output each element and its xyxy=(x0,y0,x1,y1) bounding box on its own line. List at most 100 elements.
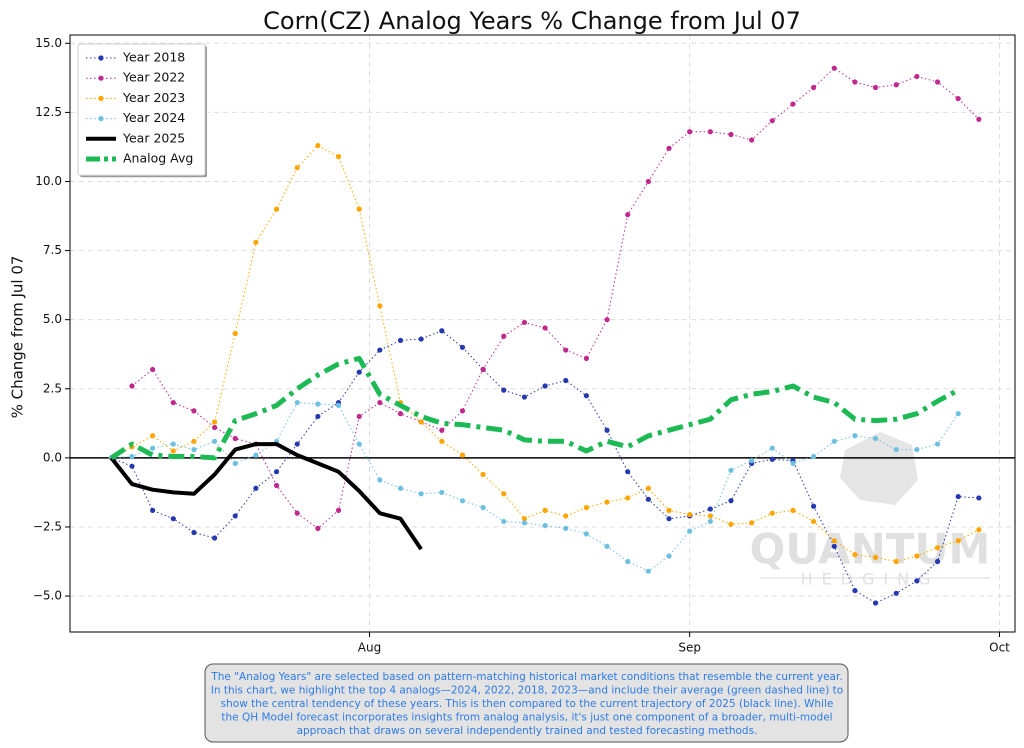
data-point xyxy=(583,531,589,537)
data-point xyxy=(934,441,941,447)
data-point xyxy=(563,525,569,531)
data-point xyxy=(294,510,300,516)
data-point xyxy=(811,453,817,460)
data-point xyxy=(521,516,528,522)
data-point xyxy=(893,446,899,453)
legend-marker xyxy=(98,95,104,101)
legend-label: Year 2025 xyxy=(122,130,185,145)
data-point xyxy=(356,206,362,212)
plot-frame xyxy=(69,34,1016,633)
data-point xyxy=(934,545,941,551)
y-tick-label: 15.0 xyxy=(35,36,62,50)
data-point xyxy=(150,433,156,439)
annotation-text: show the central tendency of these years… xyxy=(221,698,834,710)
data-point xyxy=(728,467,734,473)
data-point xyxy=(625,212,631,218)
data-point xyxy=(790,507,796,513)
data-point xyxy=(273,469,280,475)
data-point xyxy=(852,79,858,85)
data-point xyxy=(459,408,466,414)
legend-marker xyxy=(98,55,104,61)
data-point xyxy=(666,507,672,513)
data-point xyxy=(232,330,238,337)
data-point xyxy=(294,399,300,406)
data-point xyxy=(315,401,321,407)
data-point xyxy=(480,366,486,373)
data-point xyxy=(418,419,424,425)
data-point xyxy=(687,129,693,135)
data-point xyxy=(769,456,775,462)
data-point xyxy=(955,538,961,544)
x-tick-label: Oct xyxy=(989,641,1010,655)
data-point xyxy=(976,116,982,122)
data-point xyxy=(170,399,176,406)
data-point xyxy=(191,446,197,453)
data-point xyxy=(687,511,693,518)
data-point xyxy=(666,516,672,522)
data-point xyxy=(563,513,569,519)
data-point xyxy=(914,578,920,584)
data-point xyxy=(211,535,218,541)
watermark: QUANTUM HEDGING xyxy=(750,432,991,589)
data-point xyxy=(315,525,321,531)
data-point xyxy=(439,438,445,444)
annotation-text: approach that draws on several independe… xyxy=(297,725,758,737)
data-point xyxy=(191,438,197,444)
data-point xyxy=(852,587,858,594)
data-point xyxy=(253,239,259,245)
series-line xyxy=(109,355,960,461)
data-point xyxy=(790,460,796,467)
data-point xyxy=(893,558,899,565)
data-point xyxy=(170,448,176,454)
data-point xyxy=(831,538,837,544)
data-point xyxy=(439,328,445,334)
data-point xyxy=(397,485,404,491)
data-point xyxy=(811,84,817,91)
watermark-text: QUANTUM xyxy=(750,525,991,574)
data-point xyxy=(501,333,507,339)
data-point xyxy=(294,441,300,447)
data-point xyxy=(749,520,755,526)
chart-title: Corn(CZ) Analog Years % Change from Jul … xyxy=(263,7,801,35)
data-point xyxy=(542,325,548,331)
data-point xyxy=(377,399,383,406)
legend-label: Year 2018 xyxy=(122,50,185,65)
data-point xyxy=(790,101,796,107)
data-point xyxy=(315,413,321,420)
data-point xyxy=(191,529,197,536)
y-tick-label: 12.5 xyxy=(35,105,62,119)
data-point xyxy=(418,336,424,342)
data-point xyxy=(831,543,837,549)
data-point xyxy=(583,355,589,361)
data-point xyxy=(604,499,610,505)
data-point xyxy=(232,513,238,519)
data-point xyxy=(521,394,528,400)
x-tick-label: Aug xyxy=(358,641,381,655)
data-point xyxy=(129,383,135,389)
annotation-text: The "Analog Years" are selected based on… xyxy=(210,671,842,683)
data-point xyxy=(232,460,238,467)
data-point xyxy=(439,489,445,496)
data-point xyxy=(604,543,610,549)
data-point xyxy=(645,496,651,502)
data-point xyxy=(707,129,713,135)
data-point xyxy=(418,491,424,497)
data-point xyxy=(645,178,651,185)
legend-label: Analog Avg xyxy=(123,151,193,166)
data-point xyxy=(707,506,713,512)
data-point xyxy=(542,507,548,513)
data-point xyxy=(232,435,238,442)
data-point xyxy=(583,393,589,399)
data-point xyxy=(501,387,507,393)
data-point xyxy=(707,513,713,519)
data-point xyxy=(955,493,961,500)
data-point xyxy=(728,521,734,527)
data-point xyxy=(893,82,899,88)
data-point xyxy=(955,411,961,417)
annotation-text: the QH Model forecast incorporates insig… xyxy=(221,712,832,724)
data-point xyxy=(501,491,507,497)
y-tick-label: 10.0 xyxy=(35,174,62,188)
data-point xyxy=(377,477,383,483)
data-point xyxy=(728,498,734,504)
data-point xyxy=(397,337,404,344)
